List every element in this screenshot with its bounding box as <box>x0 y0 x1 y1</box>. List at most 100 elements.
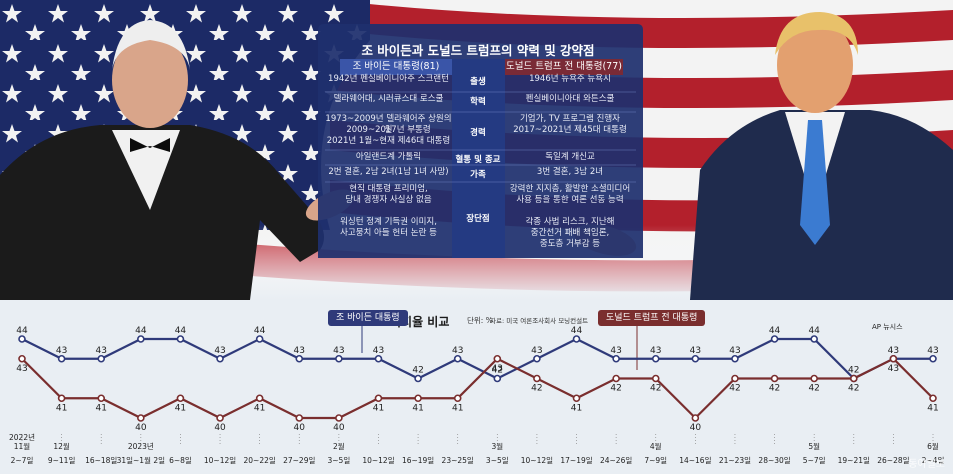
trump-row-text: 중도층 거부감 등 <box>539 239 601 249</box>
data-label: 43 <box>531 346 542 356</box>
trump-header: 도널드 트럼프 전 대통령(77) <box>506 61 622 72</box>
data-label: 43 <box>16 364 27 374</box>
x-tick-label: 5~7일 <box>803 456 826 465</box>
data-label: 41 <box>95 403 106 413</box>
series-point-1 <box>691 414 700 422</box>
series-point-1 <box>137 414 145 422</box>
legend-biden: 조 바이든 대통령 <box>328 310 408 326</box>
x-tick-label: 7~9일 <box>644 456 667 465</box>
series-point-0 <box>453 354 462 363</box>
series-point-0 <box>810 335 818 343</box>
series-point-0 <box>137 335 145 343</box>
data-label: 44 <box>175 326 187 336</box>
data-label: 40 <box>214 423 226 433</box>
series-point-1 <box>216 414 224 422</box>
biden-row-text: 사고뭉치 아들 헌터 논란 등 <box>340 228 437 238</box>
series-point-1 <box>612 374 620 383</box>
x-tick-label: 6~8일 <box>169 456 192 465</box>
infobox-panel <box>318 24 643 258</box>
data-label: 42 <box>610 384 621 394</box>
series-point-1 <box>295 414 304 422</box>
trump-row-text: 펜실베이니아대 와튼스쿨 <box>525 94 615 104</box>
biden-row-text: 당내 경쟁자 사실상 없음 <box>345 195 432 205</box>
biden-row-text: 델라웨어대, 시러큐스대 로스쿨 <box>333 94 444 104</box>
series-point-0 <box>374 354 383 363</box>
trump-row-text: 1946년 뉴욕주 뉴욕시 <box>529 74 611 84</box>
biden-row-text: 현직 대통령 프리미엄, <box>349 184 428 194</box>
x-tick-label: 26~28일 <box>877 456 909 465</box>
biden-row-text: 1942년 펜실베이니아주 스크랜턴 <box>328 74 449 84</box>
x-tick-label: 2~7일 <box>11 456 34 465</box>
x-tick-label: 23~25일 <box>442 456 474 465</box>
series-point-0 <box>295 354 304 363</box>
trump-figure <box>573 12 953 300</box>
series-point-1 <box>493 354 502 363</box>
x-tick-label: 3~5일 <box>328 456 351 465</box>
data-label: 40 <box>690 423 702 433</box>
data-label: 43 <box>56 346 67 356</box>
x-tick-label: 14~16일 <box>679 456 711 465</box>
x-tick-label: 10~12일 <box>521 456 553 465</box>
row-label: 장단점 <box>466 214 490 224</box>
series-point-1 <box>97 394 106 403</box>
data-label: 41 <box>412 403 423 413</box>
data-label: 41 <box>373 403 384 413</box>
trump-row-text: 강력한 지지층, 활발한 소셜미디어 <box>509 184 631 194</box>
data-label: 43 <box>373 346 384 356</box>
series-point-1 <box>176 394 185 403</box>
series-point-1 <box>57 394 66 403</box>
series-point-0 <box>335 354 343 363</box>
data-label: 43 <box>294 346 305 356</box>
x-month-label: 11월 <box>14 441 31 451</box>
data-label: 42 <box>769 384 780 394</box>
x-tick-label: 28~30일 <box>758 456 790 465</box>
trump-row-text: 사용 등을 통한 여론 선동 능력 <box>516 195 624 205</box>
series-point-1 <box>849 374 858 383</box>
x-tick-label: 31일~1월 2일 <box>117 455 166 465</box>
row-label: 학력 <box>470 96 486 107</box>
data-label: 41 <box>452 403 463 413</box>
data-label: 43 <box>214 346 225 356</box>
series-point-0 <box>770 335 779 343</box>
series-point-0 <box>572 335 581 343</box>
photo-credit: AP 뉴시스 <box>872 323 903 331</box>
series-point-0 <box>255 335 264 343</box>
series-point-1 <box>255 394 264 403</box>
chart-unit: 단위: % <box>467 316 493 325</box>
data-label: 42 <box>848 366 859 376</box>
data-label: 42 <box>492 366 503 376</box>
x-month-label: 3월 <box>491 441 503 451</box>
x-tick-label: 10~12일 <box>204 456 236 465</box>
biden-header: 조 바이든 대통령(81) <box>352 61 440 72</box>
data-label: 44 <box>808 326 820 336</box>
trump-row-text: 각종 사법 리스크, 지난해 <box>525 217 615 227</box>
series-point-0 <box>929 354 937 363</box>
data-label: 43 <box>492 364 503 374</box>
legend-trump: 도널드 트럼프 전 대통령 <box>598 310 706 326</box>
x-month-label: 5월 <box>808 441 820 451</box>
series-point-1 <box>414 394 422 403</box>
x-tick-label: 10~12일 <box>362 456 394 465</box>
data-label: 41 <box>927 403 938 413</box>
series-point-0 <box>18 335 26 343</box>
x-month-label: 2월 <box>333 441 345 451</box>
data-label: 40 <box>135 423 147 433</box>
data-label: 43 <box>888 364 899 374</box>
trump-row-text: 기업가, TV 프로그램 진행자 <box>519 114 620 124</box>
series-point-1 <box>731 374 739 383</box>
data-label: 41 <box>175 403 186 413</box>
x-tick-label: 2~4일 <box>922 456 945 465</box>
x-month-label: 12월 <box>53 441 70 451</box>
data-label: 40 <box>294 423 306 433</box>
series-point-0 <box>731 354 739 363</box>
series-point-1 <box>453 394 462 403</box>
x-tick-label: 21~23일 <box>719 456 751 465</box>
data-label: 44 <box>135 326 147 336</box>
data-label: 42 <box>729 384 740 394</box>
x-month-label: 2022년 <box>9 432 35 442</box>
row-label: 가족 <box>470 169 486 180</box>
x-tick-label: 16~18일 <box>85 456 117 465</box>
data-label: 42 <box>650 384 661 394</box>
data-label: 42 <box>848 384 859 394</box>
data-label: 43 <box>888 346 899 356</box>
